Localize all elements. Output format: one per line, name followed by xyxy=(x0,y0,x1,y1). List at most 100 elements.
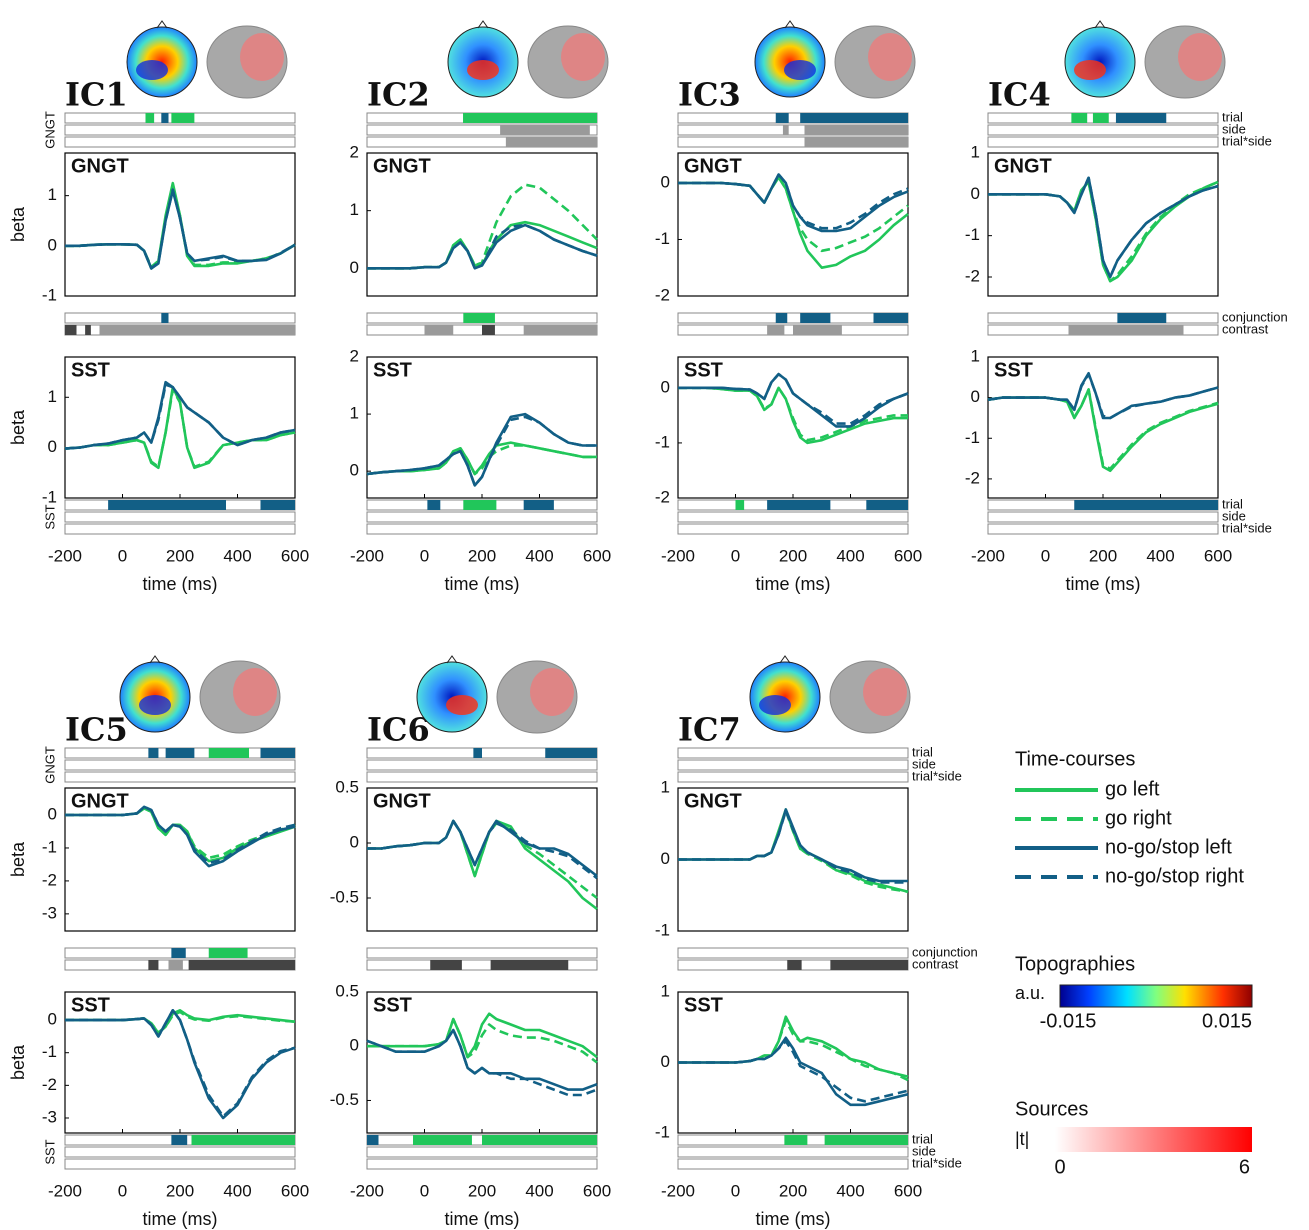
y-tick-label: -1 xyxy=(965,428,980,447)
x-tick-label: -200 xyxy=(48,1181,82,1200)
colorbar-tick-label: 6 xyxy=(1239,1156,1250,1178)
panel-title: GNGT xyxy=(373,790,431,812)
significance-segment xyxy=(166,748,195,758)
stats-row xyxy=(678,748,908,758)
significance-segment xyxy=(776,113,789,123)
topography-patch xyxy=(467,60,499,80)
x-tick-label: 400 xyxy=(525,546,553,565)
y-tick-label: 1 xyxy=(661,981,670,1000)
significance-segment xyxy=(500,125,590,135)
colorbar xyxy=(1055,1127,1252,1152)
stats-row xyxy=(367,948,597,958)
brain-source xyxy=(240,33,284,81)
y-tick-label: 1 xyxy=(48,387,57,406)
panel-title: SST xyxy=(373,994,412,1016)
stats-row xyxy=(367,524,597,534)
significance-segment xyxy=(463,113,597,123)
x-tick-label: 600 xyxy=(583,1181,611,1200)
significance-segment xyxy=(506,137,597,147)
significance-segment xyxy=(783,125,789,135)
y-tick-label: -3 xyxy=(42,1107,57,1126)
figure: Time-courses Topographies a.u. Sources |… xyxy=(0,0,1309,1230)
y-tick-label: 1 xyxy=(971,142,980,161)
x-tick-label: -200 xyxy=(661,546,695,565)
legend-title: Time-courses xyxy=(1015,748,1135,770)
significance-segment xyxy=(784,1135,807,1145)
x-axis-label: time (ms) xyxy=(445,574,520,594)
y-tick-label: 0 xyxy=(661,172,670,191)
significance-segment xyxy=(463,313,495,323)
panel-title: SST xyxy=(684,994,723,1016)
stats-row xyxy=(367,1147,597,1157)
stats-row xyxy=(65,125,295,135)
stats-row xyxy=(678,760,908,770)
brain-source xyxy=(561,33,605,81)
stats-label: SST xyxy=(42,1139,57,1164)
significance-segment xyxy=(189,960,295,970)
topography xyxy=(417,662,487,732)
stats-row xyxy=(678,1159,908,1169)
stats-row-label: contrast xyxy=(1222,321,1269,336)
significance-segment xyxy=(736,500,745,510)
component-label: IC2 xyxy=(367,76,430,114)
significance-segment xyxy=(100,325,296,335)
stats-row xyxy=(367,512,597,522)
x-axis-label: time (ms) xyxy=(445,1209,520,1229)
y-tick-label: 0 xyxy=(48,805,57,824)
significance-segment xyxy=(171,113,194,123)
significance-segment xyxy=(171,1135,187,1145)
x-tick-label: -200 xyxy=(661,1181,695,1200)
stats-row xyxy=(678,772,908,782)
significance-segment xyxy=(463,500,496,510)
x-tick-label: 400 xyxy=(223,546,251,565)
y-tick-label: 1 xyxy=(350,404,359,423)
significance-segment xyxy=(825,1135,908,1145)
significance-segment xyxy=(1069,325,1184,335)
x-tick-label: 200 xyxy=(166,546,194,565)
y-tick-label: 0 xyxy=(48,235,57,254)
significance-segment xyxy=(1093,113,1109,123)
significance-segment xyxy=(161,113,168,123)
significance-segment xyxy=(85,325,91,335)
significance-segment xyxy=(148,748,158,758)
significance-segment xyxy=(524,325,597,335)
y-tick-label: -0.5 xyxy=(330,887,359,906)
stats-row-label: trial*side xyxy=(1222,520,1272,535)
significance-segment xyxy=(425,325,454,335)
stats-row xyxy=(988,125,1218,135)
topography xyxy=(127,27,197,97)
x-axis-label: time (ms) xyxy=(756,1209,831,1229)
stats-label: SST xyxy=(42,504,57,529)
significance-segment xyxy=(413,1135,472,1145)
panel-title: SST xyxy=(373,359,412,381)
significance-segment xyxy=(1116,113,1166,123)
y-tick-label: 1 xyxy=(48,185,57,204)
stats-row xyxy=(65,137,295,147)
topography-patch xyxy=(784,60,816,80)
stats-row xyxy=(988,137,1218,147)
significance-segment xyxy=(209,948,248,958)
brain-source xyxy=(1178,33,1222,81)
stats-row xyxy=(367,772,597,782)
y-tick-label: -1 xyxy=(655,432,670,451)
y-tick-label: -1 xyxy=(655,1122,670,1141)
significance-segment xyxy=(1117,313,1166,323)
stats-row xyxy=(65,760,295,770)
stats-row xyxy=(988,512,1218,522)
significance-segment xyxy=(171,948,185,958)
y-tick-label: 0 xyxy=(350,258,359,277)
significance-segment xyxy=(793,325,842,335)
y-tick-label: -1 xyxy=(655,229,670,248)
x-tick-label: -200 xyxy=(971,546,1005,565)
colorbar-title: Topographies xyxy=(1015,953,1135,975)
legend-label: no-go/stop right xyxy=(1105,865,1244,887)
y-tick-label: -2 xyxy=(42,1075,57,1094)
y-tick-label: -1 xyxy=(42,487,57,506)
x-tick-label: 600 xyxy=(281,546,309,565)
y-tick-label: -2 xyxy=(965,266,980,285)
significance-segment xyxy=(767,325,784,335)
y-axis-label: beta xyxy=(8,841,28,877)
component-label: IC1 xyxy=(65,76,128,114)
significance-segment xyxy=(427,500,440,510)
significance-segment xyxy=(430,960,462,970)
